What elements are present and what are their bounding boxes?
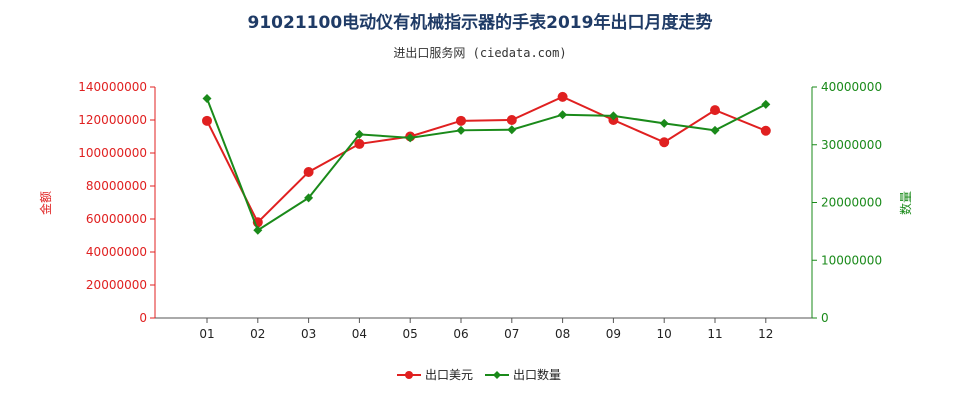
legend-label: 出口美元	[425, 368, 473, 382]
legend-swatch-marker	[405, 371, 413, 379]
x-tick-label: 10	[657, 327, 672, 341]
series-point-2	[354, 129, 364, 139]
x-tick-label: 07	[504, 327, 519, 341]
x-tick-label: 02	[250, 327, 265, 341]
series-point-2	[710, 125, 720, 135]
legend-label: 出口数量	[513, 367, 561, 382]
series-point-2	[608, 111, 618, 121]
series-point-2	[558, 110, 568, 120]
series-point-2	[507, 125, 517, 135]
series-line-1	[206, 95, 767, 224]
left-tick-label: 100000000	[78, 146, 147, 160]
series-point-2	[304, 193, 314, 203]
series-point-1	[760, 125, 771, 136]
series-point-1	[354, 138, 365, 149]
left-tick-label: 0	[139, 311, 147, 325]
series-line-2	[206, 98, 767, 232]
x-tick-label: 03	[301, 327, 316, 341]
series-point-2	[659, 118, 669, 128]
series-point-1	[659, 137, 670, 148]
left-tick-label: 60000000	[86, 212, 147, 226]
series-point-1	[710, 105, 720, 116]
x-tick-label: 06	[453, 327, 468, 341]
left-tick-label: 120000000	[78, 113, 147, 127]
series-point-1	[456, 115, 466, 126]
x-tick-label: 12	[758, 327, 773, 341]
x-tick-label: 09	[606, 327, 621, 341]
series-point-2	[253, 225, 263, 235]
series-point-1	[506, 115, 517, 125]
x-tick-label: 01	[199, 327, 214, 341]
x-tick-label: 08	[555, 327, 570, 341]
right-tick-label: 30000000	[821, 138, 882, 152]
left-tick-label: 80000000	[86, 179, 147, 193]
series-point-1	[303, 166, 314, 177]
right-tick-label: 0	[821, 311, 829, 325]
legend-swatch-marker	[493, 371, 501, 379]
series-point-1	[557, 91, 568, 102]
chart-subtitle: 进出口服务网 (ciedata.com)	[393, 46, 567, 60]
series-point-2	[202, 94, 212, 104]
x-tick-label: 11	[707, 327, 722, 341]
right-tick-label: 40000000	[821, 80, 882, 94]
left-axis-title: 金额	[38, 191, 53, 215]
left-tick-label: 20000000	[86, 278, 147, 292]
chart-title: 91021100电动仪有机械指示器的手表2019年出口月度走势	[247, 13, 713, 33]
series-point-2	[456, 125, 466, 135]
left-tick-label: 40000000	[86, 245, 147, 259]
right-tick-label: 10000000	[821, 253, 882, 267]
series-point-1	[202, 115, 212, 126]
x-tick-label: 04	[352, 327, 367, 341]
x-tick-label: 05	[403, 327, 418, 341]
right-tick-label: 20000000	[821, 196, 882, 210]
right-axis-title: 数量	[898, 191, 913, 215]
series-point-2	[405, 133, 415, 143]
left-tick-label: 140000000	[78, 80, 147, 94]
series-point-2	[761, 99, 771, 109]
